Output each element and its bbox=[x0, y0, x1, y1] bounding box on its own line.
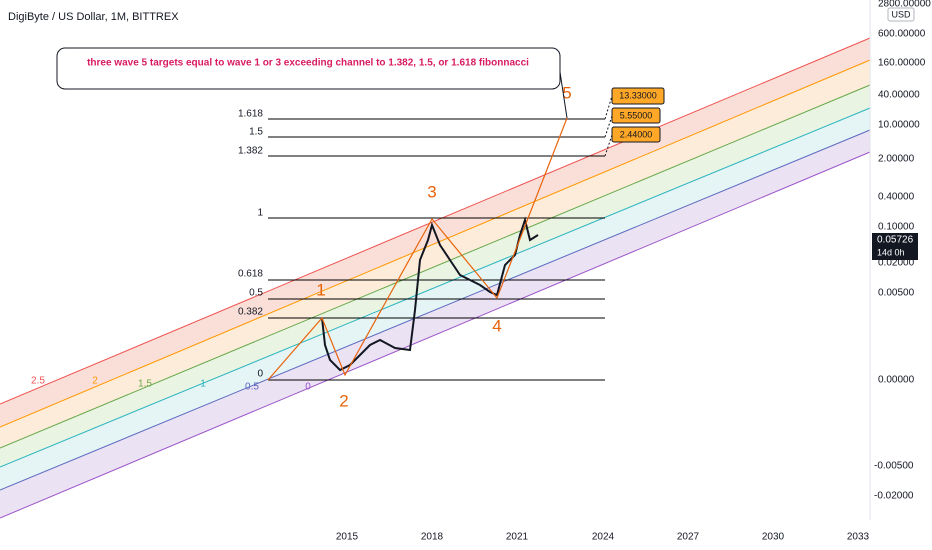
channel-line bbox=[0, 129, 871, 491]
target-label: 5.55000 bbox=[620, 110, 653, 120]
target-label: 13.33000 bbox=[619, 90, 657, 100]
channel-label: 2.5 bbox=[31, 376, 45, 387]
target-box bbox=[611, 126, 661, 143]
fib-label: 1.5 bbox=[249, 127, 263, 138]
currency-label[interactable]: USD bbox=[891, 9, 911, 19]
channel-line bbox=[0, 84, 871, 449]
channel-line bbox=[0, 151, 871, 519]
symbol-title: DigiByte / US Dollar, 1M, BITTREX bbox=[8, 11, 179, 23]
time-label: 2024 bbox=[592, 532, 615, 543]
wave-label: 5 bbox=[562, 83, 571, 102]
last-price: 0.05726 bbox=[877, 235, 914, 246]
wave-label: 1 bbox=[316, 280, 325, 299]
channel-line bbox=[0, 59, 871, 428]
price-label: 0.02000 bbox=[878, 258, 915, 269]
time-label: 2030 bbox=[762, 532, 785, 543]
wave-label: 2 bbox=[339, 391, 348, 410]
fib-levels: 1.618 1.5 1.382 1 0.618 0.5 0.382 0 bbox=[238, 109, 605, 381]
channel-line bbox=[0, 107, 871, 468]
wave-label: 4 bbox=[492, 316, 501, 335]
channel-label: 1.5 bbox=[138, 379, 152, 390]
fib-label: 0.382 bbox=[238, 307, 263, 318]
band bbox=[0, 85, 870, 467]
time-label: 2021 bbox=[506, 532, 529, 543]
price-label: 0.00500 bbox=[878, 288, 915, 299]
fib-label: 0.5 bbox=[249, 288, 263, 299]
price-label: 2.00000 bbox=[878, 154, 915, 165]
price-label: 600.00000 bbox=[878, 29, 926, 40]
annotation-box bbox=[56, 47, 561, 90]
price-label: 2800.00000 bbox=[878, 0, 931, 10]
target-label: 2.44000 bbox=[620, 129, 653, 139]
fib-label: 1 bbox=[257, 208, 263, 219]
price-axis: 2800.00000 USD 600.00000 160.00000 40.00… bbox=[872, 0, 931, 502]
currency-button[interactable] bbox=[887, 7, 915, 22]
fib-label: 0 bbox=[257, 369, 263, 380]
channel-label: 0.5 bbox=[245, 382, 259, 393]
annotation-text: three wave 5 targets equal to wave 1 or … bbox=[87, 58, 529, 69]
fib-label: 1.382 bbox=[238, 146, 263, 157]
price-label: 10.00000 bbox=[878, 120, 920, 131]
band bbox=[0, 60, 870, 448]
last-price-box bbox=[872, 233, 918, 260]
channel-label: 1 bbox=[200, 379, 206, 390]
time-label: 2027 bbox=[677, 532, 700, 543]
channel-label: 0 bbox=[305, 382, 311, 393]
target-connector bbox=[604, 95, 613, 120]
channel-line bbox=[0, 37, 871, 405]
price-label: 0.40000 bbox=[878, 192, 915, 203]
price-label: 0.10000 bbox=[878, 222, 915, 233]
fib-label: 0.618 bbox=[238, 269, 263, 280]
price-path bbox=[321, 216, 539, 372]
band bbox=[0, 130, 870, 518]
channel-label: 2 bbox=[92, 376, 98, 387]
channel-labels: 2.5 2 1.5 1 0.5 0 bbox=[31, 376, 311, 393]
price-label: -0.00500 bbox=[874, 461, 914, 472]
target-box bbox=[611, 87, 665, 105]
wave-label: 3 bbox=[427, 182, 436, 201]
time-label: 2015 bbox=[336, 532, 359, 543]
time-label: 2033 bbox=[847, 532, 870, 543]
price-label: -0.02000 bbox=[874, 491, 914, 502]
price-label: 0.00000 bbox=[878, 375, 915, 386]
fib-label: 1.618 bbox=[238, 109, 263, 120]
price-label: 40.00000 bbox=[878, 90, 920, 101]
target-box bbox=[611, 107, 661, 124]
time-axis: 2015 2018 2021 2024 2027 2030 2033 bbox=[336, 532, 870, 543]
countdown: 14d 0h bbox=[877, 247, 905, 257]
time-label: 2018 bbox=[421, 532, 444, 543]
annotation-connector bbox=[559, 71, 568, 119]
price-label: 160.00000 bbox=[878, 58, 926, 69]
wave-line bbox=[267, 117, 568, 381]
